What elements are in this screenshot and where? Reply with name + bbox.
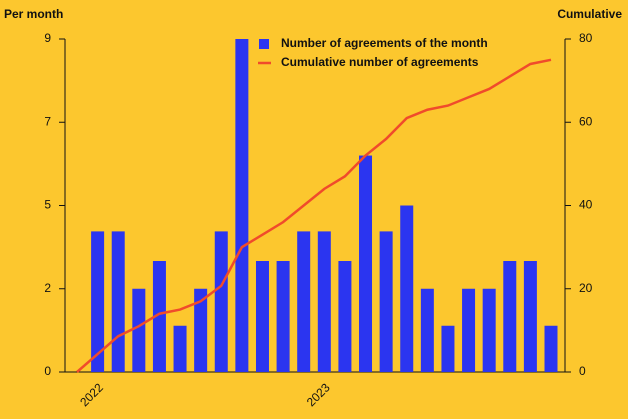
y-tick-label: 0 [44,364,51,378]
y2-tick-label: 60 [579,114,593,128]
bar [503,261,517,372]
y-tick-label: 5 [44,198,51,212]
y-tick-label: 7 [44,114,51,128]
y2-tick-label: 0 [579,364,586,378]
legend-label: Number of agreements of the month [281,36,488,50]
bar [297,231,311,372]
bar [420,288,434,372]
bar [194,288,208,372]
line [76,58,552,373]
bar [173,325,187,372]
y2-axis-title: Cumulative [557,7,622,21]
bar [544,325,558,372]
y2-tick-label: 40 [579,198,593,212]
y2-tick-label: 20 [579,281,593,295]
legend-label: Cumulative number of agreements [281,55,479,69]
bar [214,231,228,372]
bar [152,261,166,372]
bar [400,205,414,372]
bar [523,261,537,372]
bar [276,261,290,372]
y-tick-label: 9 [44,31,51,45]
bar [255,261,269,372]
y-tick-label: 2 [44,281,51,295]
bar [462,288,476,372]
bar [441,325,455,372]
legend-swatch [259,39,269,49]
bar [379,231,393,372]
bar [91,231,105,372]
bar [359,155,373,372]
bar [338,261,352,372]
bar [482,288,496,372]
bar [132,288,146,372]
x-tick-label: 2022 [77,380,106,409]
y-axis-title: Per month [4,7,63,21]
y2-tick-label: 80 [579,31,593,45]
bar [111,231,125,372]
bar [235,39,249,372]
x-tick-label: 2023 [304,380,333,409]
bar [317,231,331,372]
